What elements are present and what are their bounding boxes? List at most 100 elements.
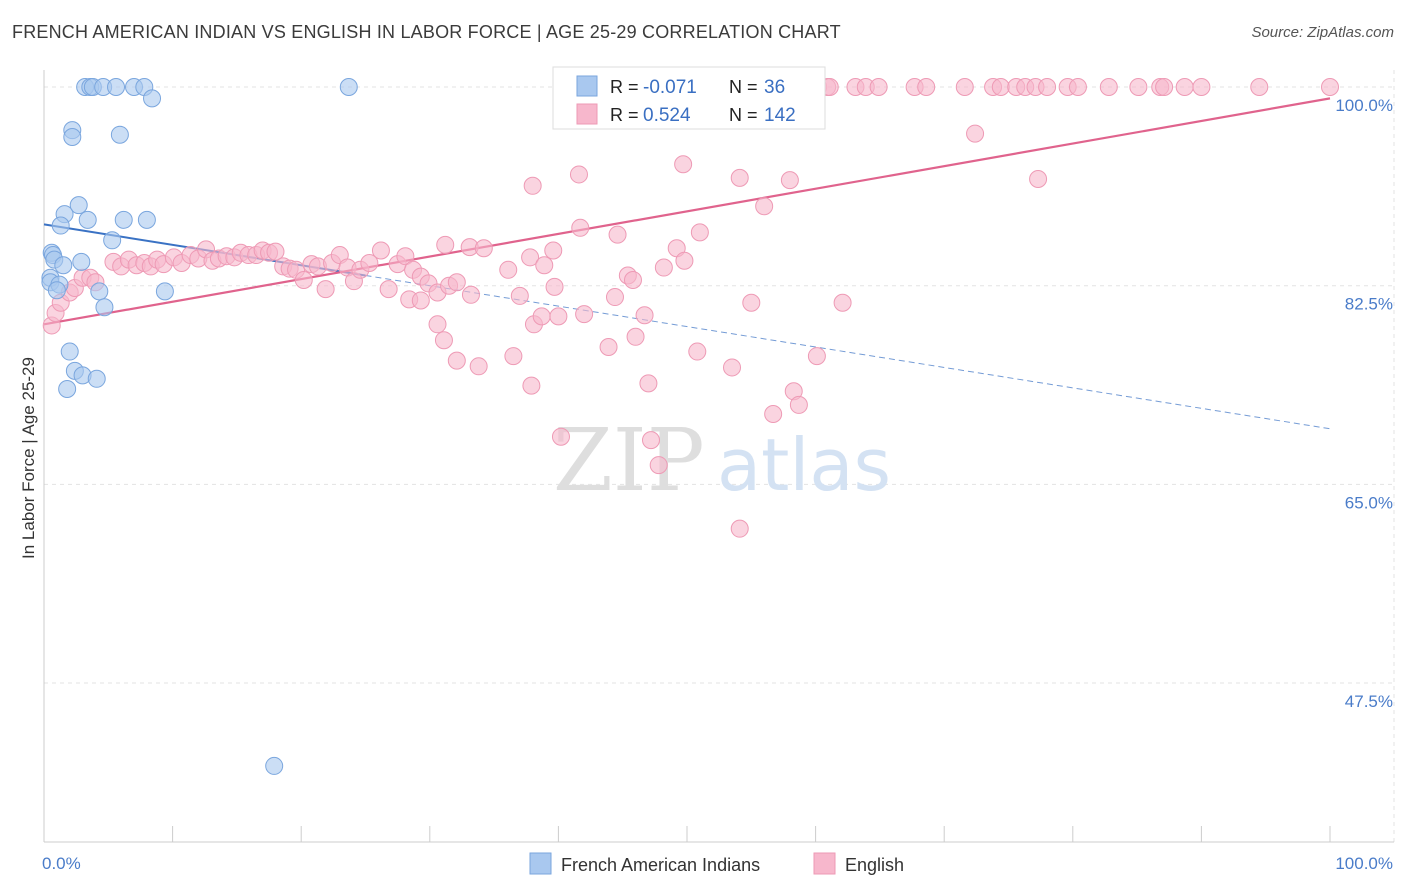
data-point-english — [1029, 169, 1048, 188]
data-point-french-american-indians — [155, 282, 174, 301]
french-american-indian-points — [41, 78, 358, 775]
watermark: ZIP atlas — [553, 411, 891, 511]
data-point-english — [1192, 78, 1211, 97]
data-point-english — [469, 357, 488, 376]
legend-box — [552, 66, 826, 130]
data-point-english — [1321, 78, 1339, 97]
watermark-atlas: atlas — [717, 423, 891, 507]
data-point-english — [1129, 78, 1148, 97]
data-point-english — [504, 347, 523, 366]
data-point-english — [551, 427, 570, 446]
data-point-french-american-indians — [51, 216, 70, 235]
legend-swatch-english — [813, 852, 836, 875]
data-point-french-american-indians — [103, 231, 122, 250]
data-point-french-american-indians — [63, 127, 82, 146]
data-point-english — [755, 197, 774, 216]
data-point-english — [623, 271, 642, 290]
data-point-english — [635, 306, 654, 325]
data-point-english — [1250, 78, 1269, 97]
data-point-english — [461, 285, 480, 304]
legend-n-label: N = — [729, 77, 758, 97]
y-axis-title: In Labor Force | Age 25-29 — [19, 357, 38, 559]
data-point-english — [966, 124, 985, 143]
data-point-english — [608, 225, 627, 244]
data-point-english — [780, 171, 799, 190]
legend-n-value: 36 — [764, 77, 785, 98]
data-point-english — [499, 260, 518, 279]
data-point-english — [833, 293, 852, 312]
chart-title: FRENCH AMERICAN INDIAN VS ENGLISH IN LAB… — [12, 22, 841, 42]
x-axis-ticks — [43, 826, 1331, 842]
data-point-english — [1099, 78, 1118, 97]
data-point-english — [626, 327, 645, 346]
data-point-english — [742, 293, 761, 312]
data-point-english — [545, 277, 564, 296]
series-legend: French American Indians English — [529, 852, 904, 875]
data-point-english — [649, 456, 668, 475]
legend-swatch-french-american-indians — [529, 852, 552, 875]
data-point-english — [474, 239, 493, 258]
data-point-english — [371, 241, 390, 260]
data-point-french-american-indians — [114, 210, 133, 229]
legend-r-value: -0.071 — [643, 77, 697, 98]
data-point-english — [991, 78, 1010, 97]
data-point-french-american-indians — [90, 282, 109, 301]
data-point-english — [789, 395, 808, 414]
data-point-french-american-indians — [78, 210, 97, 229]
data-point-english — [571, 218, 590, 237]
watermark-zip: ZIP — [553, 411, 705, 511]
data-point-french-american-indians — [87, 369, 106, 388]
data-point-french-american-indians — [265, 756, 284, 775]
data-point-english — [532, 307, 551, 326]
data-point-english — [575, 305, 594, 324]
data-point-english — [599, 338, 618, 357]
legend-n-value: 142 — [764, 105, 796, 126]
legend-r-label: R = — [610, 77, 639, 97]
data-point-french-american-indians — [72, 252, 91, 271]
y-tick-label: 100.0% — [1335, 96, 1393, 115]
data-point-english — [674, 155, 693, 174]
data-point-english — [535, 256, 554, 275]
data-point-english — [1175, 78, 1194, 97]
data-point-french-american-indians — [54, 256, 73, 275]
source-label: Source: ZipAtlas.com — [1251, 24, 1394, 41]
data-point-english — [807, 347, 826, 366]
legend-r-label: R = — [610, 105, 639, 125]
data-point-english — [723, 358, 742, 377]
data-point-english — [639, 374, 658, 393]
data-point-english — [869, 78, 888, 97]
data-point-english — [510, 286, 529, 305]
data-point-english — [411, 291, 430, 310]
data-point-french-american-indians — [95, 298, 114, 317]
data-point-french-american-indians — [339, 78, 358, 97]
y-tick-label: 65.0% — [1345, 493, 1393, 512]
data-point-english — [730, 519, 749, 538]
legend-label-english: English — [845, 855, 904, 875]
data-point-french-american-indians — [110, 125, 129, 144]
data-point-english — [1038, 78, 1057, 97]
data-point-english — [428, 315, 447, 334]
x-tick-label-min: 0.0% — [42, 854, 81, 873]
data-point-english — [688, 342, 707, 361]
data-point-english — [434, 331, 453, 350]
data-point-english — [544, 241, 563, 260]
data-point-french-american-indians — [107, 78, 126, 97]
data-point-english — [447, 273, 466, 292]
data-point-english — [436, 235, 455, 254]
data-point-english — [1155, 78, 1174, 97]
data-point-english — [549, 307, 568, 326]
data-point-english — [447, 351, 466, 370]
data-point-english — [379, 280, 398, 299]
data-point-english — [955, 78, 974, 97]
legend-label-french-american-indians: French American Indians — [561, 855, 760, 875]
data-point-french-american-indians — [47, 281, 66, 300]
y-tick-label: 47.5% — [1345, 692, 1393, 711]
data-point-english — [690, 223, 709, 242]
data-point-english — [764, 404, 783, 423]
trend-line-english — [43, 97, 1331, 326]
legend-swatch-blue — [576, 75, 598, 97]
x-tick-label-max: 100.0% — [1335, 854, 1393, 873]
data-point-english — [523, 176, 542, 195]
legend-r-value: 0.524 — [643, 105, 691, 126]
data-point-english — [521, 248, 540, 267]
